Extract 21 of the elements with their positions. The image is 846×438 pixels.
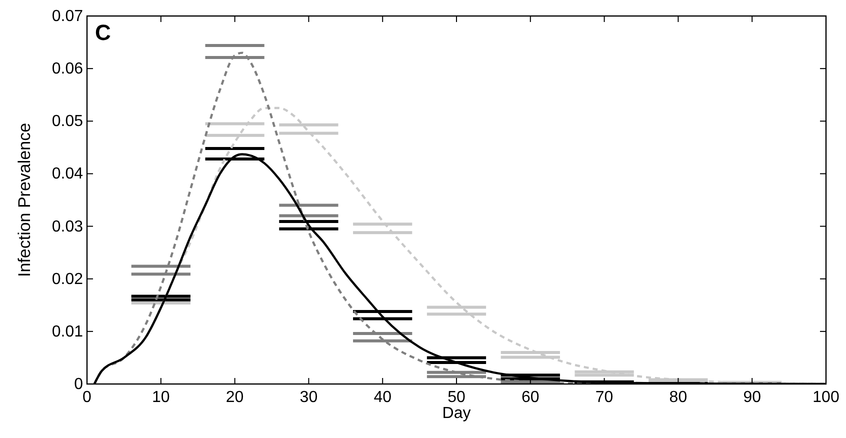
- y-tick-label: 0.04: [52, 166, 84, 183]
- y-tick-label: 0.07: [52, 8, 84, 25]
- y-tick-label: 0: [74, 376, 84, 393]
- x-tick-label: 80: [669, 389, 688, 406]
- y-tick-label: 0.06: [52, 60, 84, 78]
- y-axis-title: Infection Prevalence: [15, 122, 34, 278]
- chart-title: C: [95, 20, 111, 45]
- x-axis-title: Day: [442, 405, 471, 422]
- x-tick-label: 70: [595, 389, 614, 406]
- x-tick-label: 100: [812, 389, 840, 406]
- x-tick-label: 60: [522, 389, 540, 406]
- y-tick-label: 0.05: [52, 113, 84, 130]
- x-tick-label: 40: [374, 389, 392, 406]
- x-tick-label: 10: [152, 389, 170, 406]
- y-tick-label: 0.02: [52, 270, 84, 288]
- x-tick-label: 50: [448, 389, 466, 406]
- y-tick-label: 0.01: [52, 323, 84, 340]
- x-tick-label: 90: [743, 389, 762, 406]
- y-tick-label: 0.03: [52, 218, 84, 236]
- x-tick-label: 20: [226, 389, 244, 406]
- x-tick-label: 30: [300, 389, 318, 406]
